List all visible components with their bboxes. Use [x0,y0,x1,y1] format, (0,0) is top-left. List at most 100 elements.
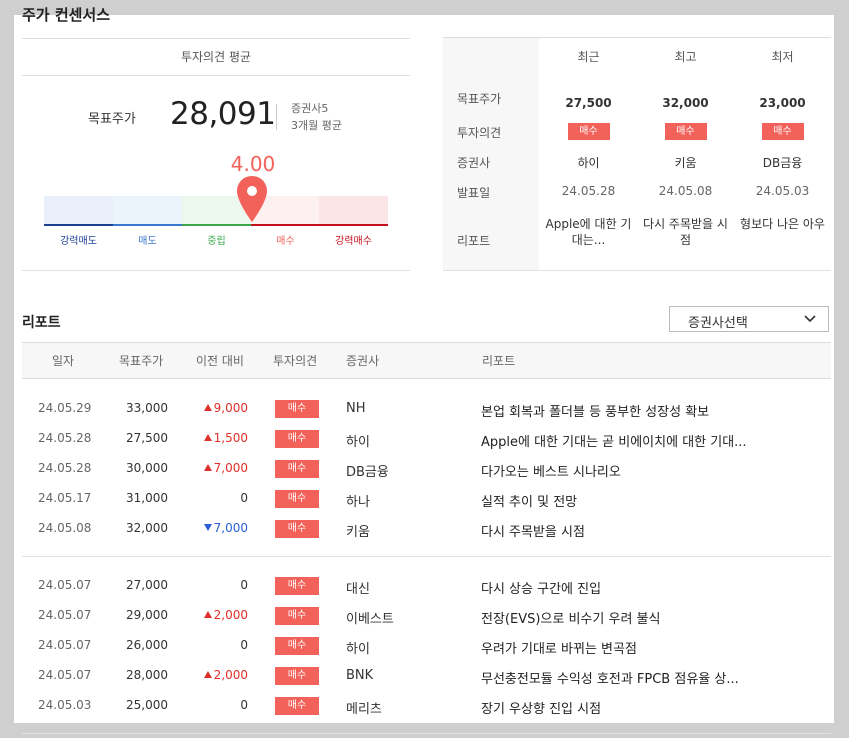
header-diff: 이전 대비 [196,354,244,368]
target-price-value: 28,091 [170,96,276,132]
recent-target: 27,500 [565,96,612,110]
report-target-price: 27,500 [126,431,168,445]
report-broker: 하이 [346,435,370,450]
table-row[interactable]: 24.05.07 28,000 2,000 매수 BNK 무선충전모듈 수익성 호전과 F… [22,661,831,691]
report-broker: 하이 [346,642,370,657]
row-label-opinion: 투자의견 [457,126,502,140]
report-target-price: 29,000 [126,608,168,622]
scale-label-buy: 매수 [276,236,295,247]
report-title-link[interactable]: 전장(EVS)으로 비수기 우려 불식 [481,612,661,627]
table-row[interactable]: 24.05.03 25,000 0 매수 메리츠 장기 우상향 진입 시점 [22,691,831,721]
recent-broker: 하이 [577,156,600,170]
report-price-change-value: 0 [240,698,248,712]
table-row[interactable]: 24.05.28 27,500 1,500 매수 하이 Apple에 대한 기대는 곧 비… [22,424,831,454]
report-date: 24.05.07 [38,638,92,652]
table-row[interactable]: 24.05.28 30,000 7,000 매수 DB금융 다가오는 베스트 시나리오 [22,454,831,484]
report-target-price: 31,000 [126,491,168,505]
row-label-broker: 증권사 [457,156,491,170]
header-opinion: 투자의견 [273,354,318,368]
report-title-link[interactable]: 다시 주목받을 시점 [481,525,585,540]
col-highest: 최고 [674,50,697,64]
target-price-meta: 증권사5 3개월 평균 [291,100,342,134]
col-recent: 최근 [577,50,600,64]
opinion-badge: 매수 [275,667,319,685]
header-report: 리포트 [482,354,516,368]
table-row[interactable]: 24.05.07 29,000 2,000 매수 이베스트 전장(EVS)으로 비수기 우… [22,601,831,631]
scale-label-strong-sell: 강력매도 [60,236,97,247]
table-row[interactable]: 24.05.17 31,000 0 매수 하나 실적 추이 및 전망 [22,484,831,514]
report-title-link[interactable]: Apple에 대한 기대는 곧 비에이치에 대한 기대... [481,435,747,450]
report-price-change-value: 0 [240,638,248,652]
table-row[interactable]: 24.05.07 27,000 0 매수 대신 다시 상승 구간에 진입 [22,571,831,601]
report-title-link[interactable]: 실적 추이 및 전망 [481,495,578,510]
report-target-price: 27,000 [126,578,168,592]
report-section-title: 리포트 [22,315,61,331]
report-opinion: 매수 [275,577,319,595]
up-triangle-icon [203,464,212,471]
report-target-price: 33,000 [126,401,168,415]
chevron-down-icon [804,315,816,323]
report-target-price: 26,000 [126,638,168,652]
report-date: 24.05.28 [38,461,92,475]
report-price-change: 0 [182,491,248,505]
report-opinion: 매수 [275,460,319,478]
report-broker: NH [346,401,366,416]
scale-strong-sell [44,196,113,226]
divider [22,556,831,557]
report-price-change-value: 1,500 [213,431,248,445]
highest-broker: 키움 [674,156,697,170]
row-label-report: 리포트 [457,234,491,248]
recent-date: 24.05.28 [561,184,616,198]
report-title-link[interactable]: 장기 우상향 진입 시점 [481,702,602,717]
up-triangle-icon [203,434,212,441]
col-lowest: 최저 [771,50,794,64]
report-date: 24.05.07 [38,608,92,622]
report-date: 24.05.03 [38,698,92,712]
report-price-change: 9,000 [182,401,248,415]
summary-table-header [539,37,831,76]
up-triangle-icon [203,611,212,618]
report-price-change: 1,500 [182,431,248,445]
report-date: 24.05.07 [38,578,92,592]
report-target-price: 25,000 [126,698,168,712]
opinion-score: 4.00 [230,152,276,176]
report-price-change-value: 0 [240,491,248,505]
table-row[interactable]: 24.05.07 26,000 0 매수 하이 우려가 기대로 바뀌는 변곡점 [22,631,831,661]
report-title-link[interactable]: 본업 회복과 폴더블 등 풍부한 성장성 확보 [481,405,710,420]
down-triangle-icon [203,524,212,531]
report-broker: BNK [346,668,374,683]
report-date: 24.05.07 [38,668,92,682]
report-price-change-value: 9,000 [213,401,248,415]
report-opinion: 매수 [275,637,319,655]
report-opinion: 매수 [275,520,319,538]
report-target-price: 30,000 [126,461,168,475]
lowest-report-link[interactable]: 형보다 나은 아우 [740,217,825,231]
recent-report-link[interactable]: Apple에 대한 기대는... [545,217,632,247]
report-table-header [22,342,831,379]
scale-labels: 강력매도 매도 중립 매수 강력매수 [44,232,388,247]
highest-report-link[interactable]: 다시 주목받을 시점 [643,217,728,247]
report-opinion: 매수 [275,607,319,625]
report-price-change: 0 [182,578,248,592]
report-price-change-value: 2,000 [213,668,248,682]
lowest-date: 24.05.03 [755,184,810,198]
divider [443,37,539,38]
period-label: 3개월 평균 [291,119,342,132]
report-title-link[interactable]: 다시 상승 구간에 진입 [481,582,602,597]
broker-select[interactable]: 증권사선택 [669,306,829,332]
table-row[interactable]: 24.05.29 33,000 9,000 매수 NH 본업 회복과 폴더블 등 풍부한 … [22,394,831,424]
page-title: 주가 컨센서스 [22,6,111,24]
table-row[interactable]: 24.05.08 32,000 7,000 매수 키움 다시 주목받을 시점 [22,514,831,544]
opinion-scale [44,196,388,226]
report-title-link[interactable]: 우려가 기대로 바뀌는 변곡점 [481,642,637,657]
report-opinion: 매수 [275,430,319,448]
report-date: 24.05.17 [38,491,92,505]
report-title-link[interactable]: 무선충전모듈 수익성 호전과 FPCB 점유율 상... [481,672,739,687]
header-target: 목표주가 [119,354,164,368]
up-triangle-icon [203,404,212,411]
opinion-badge: 매수 [275,520,319,538]
header-date: 일자 [52,354,75,368]
opinion-average-title: 투자의견 평균 [22,38,410,76]
report-title-link[interactable]: 다가오는 베스트 시나리오 [481,465,621,480]
report-opinion: 매수 [275,490,319,508]
